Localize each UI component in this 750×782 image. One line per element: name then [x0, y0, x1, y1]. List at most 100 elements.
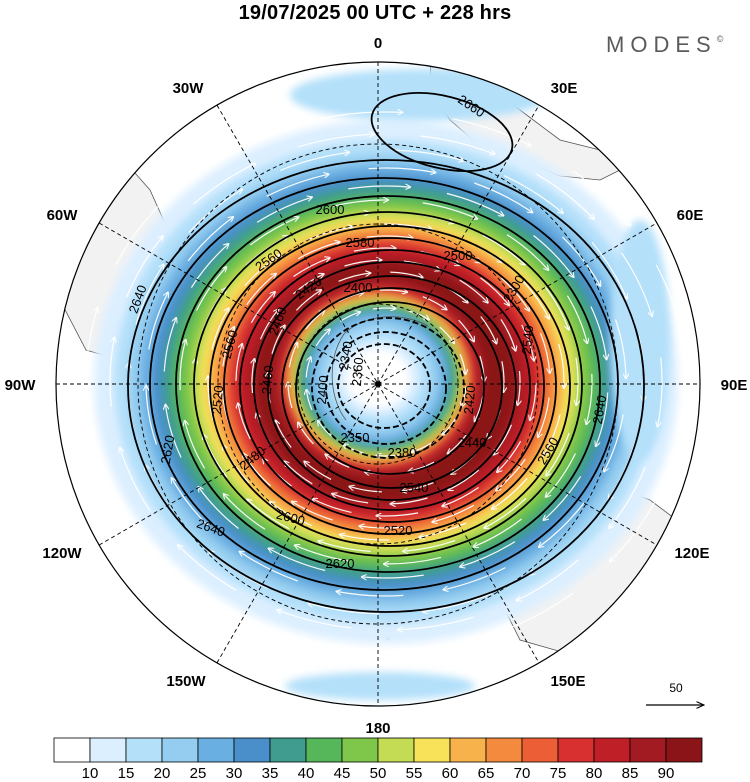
streamline	[120, 448, 151, 512]
height-contour	[337, 343, 431, 429]
streamline	[319, 112, 402, 120]
wind-streamlines	[85, 112, 687, 652]
contour-label: 2620	[158, 434, 178, 465]
streamline	[420, 135, 495, 154]
streamline	[391, 497, 428, 504]
streamline	[433, 504, 475, 522]
streamline	[146, 386, 158, 445]
streamline	[539, 332, 550, 373]
streamline	[187, 217, 233, 262]
streamline	[246, 274, 276, 306]
colorbar-swatch	[629, 737, 667, 763]
contour-label-text: 2380	[388, 445, 417, 460]
streamline	[266, 174, 329, 197]
streamline	[109, 338, 114, 407]
streamline	[269, 549, 326, 572]
longitude-labels: 0 30E 60E 90E 120E 150E 180 150W 120W 90…	[5, 35, 748, 737]
streamline	[362, 575, 424, 578]
streamline	[500, 319, 516, 350]
contour-label: 2400	[344, 280, 373, 295]
streamline	[309, 603, 380, 615]
contour-label-text: 2620	[326, 556, 355, 571]
streamline	[422, 202, 477, 219]
contour-label: 2420	[461, 385, 478, 415]
streamline	[235, 344, 242, 381]
brand-mark: ©	[716, 34, 724, 44]
contour-label-text: 2350	[341, 430, 370, 445]
streamline	[135, 265, 163, 325]
colorbar-swatch	[449, 737, 487, 763]
streamline	[278, 610, 352, 629]
streamline	[502, 361, 504, 392]
streamline	[366, 236, 413, 238]
streamline	[142, 539, 200, 594]
streamline	[244, 255, 280, 287]
streamline	[298, 134, 373, 148]
streamline	[199, 487, 239, 529]
streamline	[658, 357, 663, 427]
streamline	[449, 469, 480, 490]
streamline	[533, 235, 574, 277]
contour-label: 2350	[341, 430, 370, 445]
streamline	[332, 494, 369, 504]
streamline	[501, 277, 529, 310]
streamline	[196, 267, 227, 311]
streamline	[480, 316, 497, 344]
streamline	[330, 200, 388, 208]
colorbar-swatch	[269, 737, 307, 763]
colorbar-swatch	[125, 737, 163, 763]
streamline	[292, 274, 323, 295]
streamline	[298, 423, 314, 445]
streamline	[360, 526, 406, 528]
contour-label: 2360	[349, 357, 366, 387]
contour-label: 2580	[346, 235, 375, 250]
lon-label-30e: 30E	[551, 80, 578, 97]
contour-label: 2340	[336, 340, 356, 371]
streamline	[315, 330, 329, 347]
streamline	[443, 487, 479, 507]
contour-label-text: 2540	[519, 325, 536, 355]
streamline	[288, 383, 293, 409]
contour-label-text: 2500	[444, 248, 473, 263]
streamline	[126, 236, 163, 298]
streamline	[288, 343, 297, 368]
contour-label-text: 2540	[400, 480, 429, 495]
streamline	[337, 592, 404, 597]
streamline	[382, 223, 432, 229]
colorbar-tick-label: 75	[550, 765, 567, 782]
height-contour	[295, 301, 485, 475]
streamline	[392, 149, 464, 161]
streamline	[621, 252, 652, 316]
lon-label-90w: 90W	[5, 377, 37, 394]
contour-label-text: 2400	[344, 280, 373, 295]
streamline	[459, 353, 465, 374]
contour-label-text: 2520	[384, 523, 413, 538]
streamline	[338, 273, 371, 282]
streamline	[305, 357, 310, 378]
streamline	[459, 279, 488, 302]
streamline	[408, 310, 429, 320]
colorbar-swatch	[413, 737, 451, 763]
streamline	[452, 118, 531, 146]
lon-label-0: 0	[374, 35, 382, 52]
contour-label: 2520	[209, 385, 226, 415]
streamline	[501, 592, 574, 631]
contour-label-text: 2520	[209, 385, 226, 415]
streamline	[179, 340, 186, 391]
streamline	[474, 182, 532, 212]
streamline	[247, 500, 290, 530]
streamline	[675, 381, 687, 456]
streamline	[614, 319, 627, 379]
colorbar-swatch	[233, 737, 271, 763]
wind-reference: 50	[646, 681, 704, 705]
streamline	[166, 405, 182, 458]
colorbar-swatch	[521, 737, 559, 763]
streamline	[224, 494, 266, 530]
streamline	[90, 428, 117, 500]
lon-label-180: 180	[365, 720, 390, 737]
colorbar-swatch	[557, 737, 595, 763]
height-contour	[253, 261, 531, 511]
streamline	[370, 644, 453, 652]
lon-label-150w: 150W	[166, 673, 206, 690]
